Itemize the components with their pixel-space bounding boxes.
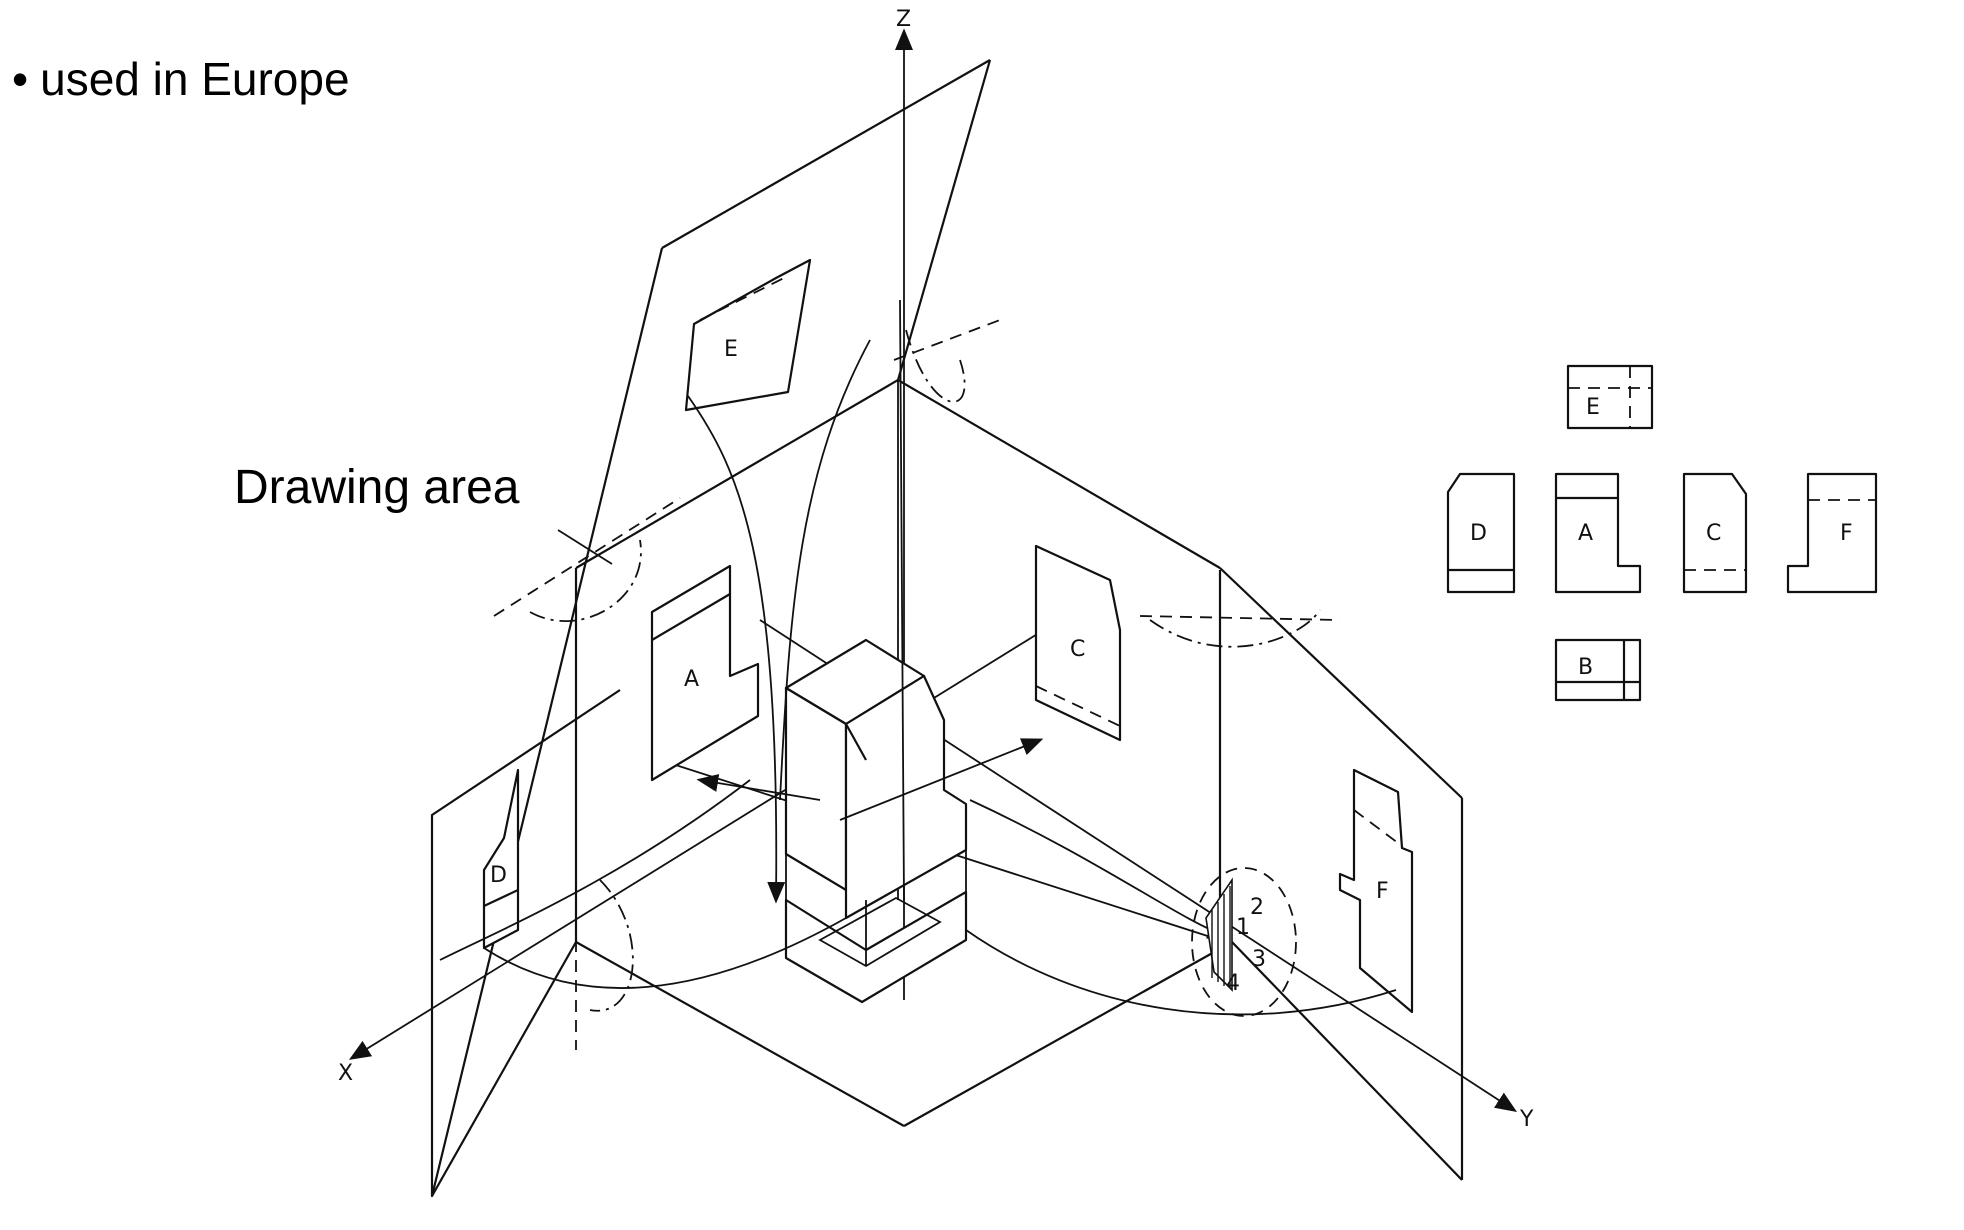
view-d-label: D xyxy=(490,863,507,888)
y-axis-label: Y xyxy=(1519,1107,1534,1132)
arc-c xyxy=(839,738,1044,821)
arc-d xyxy=(439,779,751,961)
object-chamfer xyxy=(845,723,867,761)
rot-bottom-arc xyxy=(589,879,634,1012)
view-a xyxy=(650,564,760,782)
quadrant-4: 4 xyxy=(1226,971,1240,996)
drawing-area-label: Drawing area xyxy=(234,461,520,514)
view-d-line xyxy=(483,889,519,907)
top-plane-edge xyxy=(661,59,991,249)
view-f-hidden xyxy=(1353,809,1403,847)
top-plane-right-edge xyxy=(896,59,992,381)
layout-b-label: B xyxy=(1578,655,1593,680)
layout-view-f: F xyxy=(1786,472,1878,594)
view-c-hidden xyxy=(1035,685,1121,727)
view-f-group: F xyxy=(1338,768,1414,1014)
quadrant-hatched-area xyxy=(1205,877,1233,992)
floor-right-ext xyxy=(1231,941,1463,1181)
arc-f-low xyxy=(965,929,1397,1016)
view-e-hidden xyxy=(699,275,789,321)
left-plane-edge xyxy=(430,247,664,1198)
rot-top-arc xyxy=(905,329,966,403)
arc-e-up xyxy=(779,339,871,801)
quadrant-ellipse xyxy=(1191,867,1297,1017)
view-c-label: C xyxy=(1070,637,1085,662)
x-axis-label: X xyxy=(338,1061,353,1086)
quadrant-1: 1 xyxy=(1236,915,1250,940)
view-d-group: D xyxy=(482,768,520,950)
layout-d-label: D xyxy=(1470,521,1487,546)
axes: Z X Y xyxy=(338,7,1534,1132)
floor-right xyxy=(903,941,1233,1127)
view-b-inner xyxy=(818,896,942,968)
view-e-group: E xyxy=(684,258,812,412)
layout-view-c: C xyxy=(1682,472,1748,594)
rot-right-arc xyxy=(1149,609,1321,648)
arc-e xyxy=(687,395,786,904)
view-e xyxy=(684,258,812,412)
floor-left-ext xyxy=(431,941,577,1197)
projection-planes xyxy=(430,59,1464,1198)
view-a-label: A xyxy=(684,667,699,692)
quadrant-2: 2 xyxy=(1250,895,1264,920)
floor-left xyxy=(575,941,905,1127)
quadrant-hatching xyxy=(1211,886,1231,988)
drawing-area-leader xyxy=(557,529,613,565)
view-a-group: A xyxy=(650,564,760,782)
layout-e-label: E xyxy=(1586,395,1600,420)
layout-view-a: A xyxy=(1554,472,1642,594)
rot-right-axis xyxy=(1139,615,1341,621)
layout-view-d: D xyxy=(1446,472,1516,594)
quadrant-3: 3 xyxy=(1252,947,1266,972)
layout-view-b: B xyxy=(1554,638,1642,702)
bullet-marker: • xyxy=(12,53,29,105)
arc-z xyxy=(899,299,905,901)
central-object xyxy=(784,638,968,1004)
object-front-right xyxy=(844,674,968,920)
view-d xyxy=(482,768,520,950)
left-ref-line xyxy=(575,379,899,569)
view-c xyxy=(1034,544,1122,742)
view-c-group: C xyxy=(1034,544,1122,742)
quadrant-symbol: 1 2 3 4 xyxy=(1191,867,1297,1017)
rotation-indicators xyxy=(493,319,1341,1050)
z-axis-label: Z xyxy=(896,7,911,32)
rot-left-axis xyxy=(493,497,681,617)
view-f-label: F xyxy=(1376,879,1389,904)
object-front-left xyxy=(784,686,848,892)
right-ref-line xyxy=(897,379,1221,569)
arc-d-low xyxy=(483,917,847,989)
view-e-label: E xyxy=(724,337,738,362)
view-a-line xyxy=(651,593,731,641)
layout-c-label: C xyxy=(1706,521,1721,546)
arc-f xyxy=(969,799,1230,939)
rot-left-arc xyxy=(529,539,642,622)
right-plane-top xyxy=(1219,567,1463,799)
arc-a xyxy=(696,774,821,801)
layout-view-e: E xyxy=(1566,364,1654,430)
bullet-point: • used in Europe xyxy=(12,52,350,106)
layout-a-label: A xyxy=(1578,521,1593,546)
view-f xyxy=(1338,768,1414,1014)
x-axis xyxy=(348,619,1061,1060)
projection-arcs xyxy=(439,299,1397,1016)
bullet-text: used in Europe xyxy=(40,53,350,105)
orthographic-layout: E D A C F B xyxy=(1446,364,1878,702)
layout-f-label: F xyxy=(1840,521,1853,546)
